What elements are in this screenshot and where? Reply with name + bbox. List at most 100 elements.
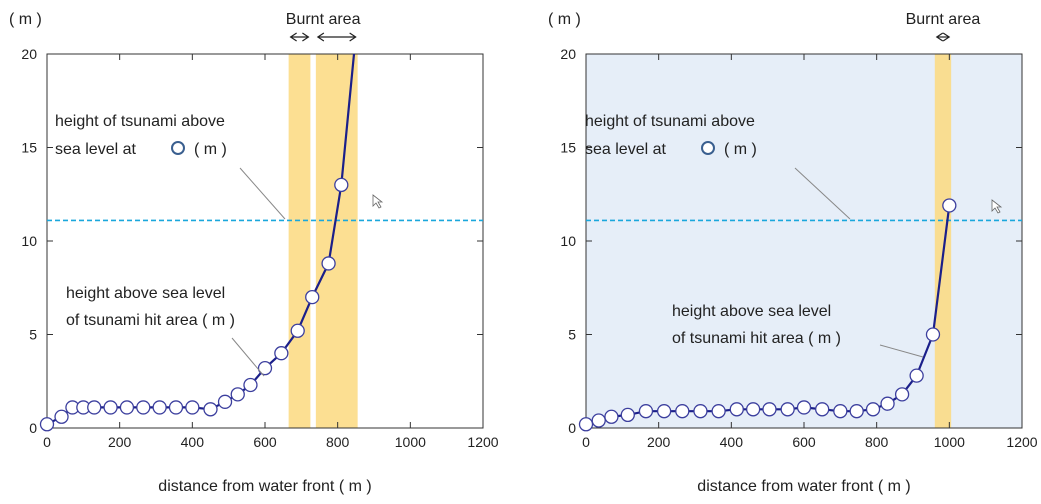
data-point [942, 198, 957, 213]
burnt-area-band [288, 54, 311, 428]
data-point [620, 407, 635, 423]
data-point [833, 404, 848, 419]
burnt-area-label: Burnt area [906, 11, 981, 28]
data-point [39, 417, 55, 432]
ground-label-line1: height above sea level [672, 303, 831, 320]
data-point [925, 327, 941, 342]
data-point [321, 256, 336, 271]
tsunami-label-line1: height of tsunami above [55, 113, 225, 130]
arrow-head-left [289, 32, 297, 42]
data-point [604, 409, 619, 424]
arrow-head-left [316, 32, 325, 42]
x-tick-label: 0 [43, 434, 51, 450]
x-tick-label: 800 [326, 434, 350, 450]
ground-label-line2: of tsunami hit area ( m ) [672, 330, 841, 347]
data-point [591, 413, 606, 428]
x-tick-label: 200 [108, 434, 132, 450]
y-tick-label: 15 [21, 140, 37, 156]
tsunami-label-line2: sea level at [585, 141, 666, 158]
y-tick-label: 20 [21, 46, 37, 62]
data-point [780, 402, 795, 417]
data-point [54, 409, 69, 424]
burnt-area-label: Burnt area [286, 11, 361, 28]
data-point [168, 400, 184, 415]
data-point [257, 361, 273, 376]
marker-legend-icon [701, 141, 715, 155]
data-point [217, 394, 233, 409]
ground-callout-line [231, 337, 265, 377]
data-point [656, 404, 672, 419]
y-tick-label: 5 [568, 327, 576, 343]
y-tick-label: 0 [568, 420, 576, 436]
data-point [334, 177, 349, 193]
data-point [203, 402, 218, 417]
data-point [136, 400, 151, 415]
x-tick-label: 600 [792, 434, 816, 450]
x-axis-label: distance from water front ( m ) [158, 478, 371, 495]
data-point [305, 289, 320, 305]
cursor-icon [372, 194, 384, 209]
data-point [578, 417, 594, 432]
y-tick-label: 10 [21, 233, 37, 249]
data-point [745, 402, 761, 417]
data-point [152, 400, 167, 415]
data-point [729, 402, 744, 417]
burnt-area-band [934, 54, 952, 428]
y-axis-unit-label: ( m ) [9, 11, 42, 28]
ground-label-line1: height above sea level [66, 285, 225, 302]
y-tick-label: 0 [29, 420, 37, 436]
data-point [909, 368, 924, 383]
data-point [865, 402, 881, 417]
ground-callout-line [879, 344, 924, 358]
y-tick-label: 15 [560, 140, 576, 156]
data-point [274, 346, 289, 361]
data-point [693, 404, 708, 419]
x-tick-label: 400 [720, 434, 744, 450]
x-tick-label: 200 [647, 434, 671, 450]
tsunami-label-unit: ( m ) [724, 141, 757, 158]
data-point [87, 400, 102, 415]
x-tick-label: 600 [253, 434, 277, 450]
burnt-area-band [315, 54, 358, 428]
arrow-head-right [302, 32, 310, 42]
x-tick-label: 1200 [467, 434, 498, 450]
x-tick-label: 1200 [1006, 434, 1037, 450]
x-tick-label: 800 [865, 434, 889, 450]
arrow-head-left [935, 32, 944, 42]
marker-legend-icon [171, 141, 185, 155]
x-tick-label: 400 [181, 434, 205, 450]
data-point [762, 402, 777, 417]
plot-background [586, 54, 1022, 428]
tsunami-label-line2: sea level at [55, 141, 136, 158]
tsunami-label-line1: height of tsunami above [585, 113, 755, 130]
data-point [880, 396, 895, 411]
tsunami-label-unit: ( m ) [194, 141, 227, 158]
data-point [290, 323, 305, 338]
data-point [849, 404, 864, 419]
data-point [230, 387, 245, 402]
x-tick-label: 1000 [934, 434, 965, 450]
y-tick-label: 20 [560, 46, 576, 62]
ground-label-line2: of tsunami hit area ( m ) [66, 312, 235, 329]
data-point [638, 404, 654, 419]
x-tick-label: 0 [582, 434, 590, 450]
x-axis-label: distance from water front ( m ) [697, 478, 910, 495]
y-tick-label: 10 [560, 233, 576, 249]
data-point [796, 400, 812, 415]
arrow-head-right [942, 32, 951, 42]
tsunami-callout-line [239, 167, 286, 220]
arrow-head-right [349, 32, 357, 42]
data-point [243, 377, 258, 393]
y-tick-label: 5 [29, 327, 37, 343]
y-axis-unit-label: ( m ) [548, 11, 581, 28]
data-point [119, 400, 135, 415]
tsunami-callout-line [794, 167, 851, 220]
data-point [711, 404, 726, 419]
data-point [815, 402, 830, 417]
x-tick-label: 1000 [395, 434, 426, 450]
data-point [103, 400, 118, 415]
